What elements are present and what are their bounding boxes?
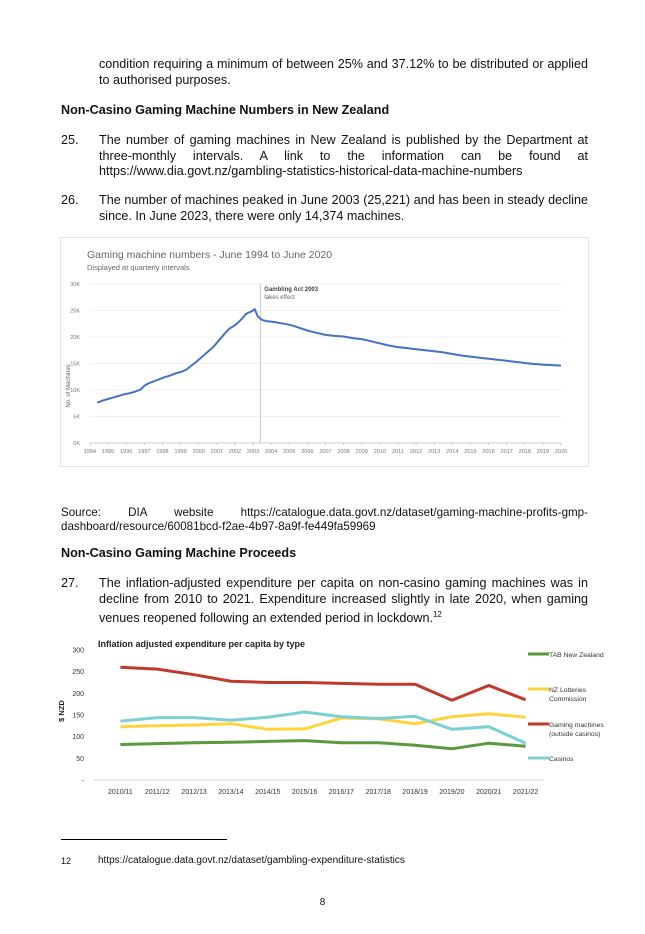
footnote-text: https://catalogue.data.govt.nz/dataset/g…: [98, 855, 405, 866]
annotation-title: Gambling Act 2003: [264, 287, 318, 293]
chart1-xtick: 2007: [319, 449, 331, 455]
chart1-ytick: 0K: [73, 441, 80, 447]
legend-label: NZ Lotteries Commission: [549, 687, 587, 703]
chart1-ytick: 5K: [73, 415, 80, 421]
series-line: [120, 712, 526, 731]
intro-paragraph: condition requiring a minimum of between…: [99, 57, 588, 87]
chart1-xtick: 2011: [392, 449, 404, 455]
expenditure-chart: Inflation adjusted expenditure per capit…: [52, 633, 619, 805]
chart2-ytick: 250: [72, 669, 84, 676]
chart1-xtick: 2019: [537, 449, 549, 455]
chart1-ytick: 30K: [70, 282, 80, 288]
chart2-xtick: 2017/18: [366, 789, 391, 796]
chart2-ytick: 200: [72, 691, 84, 698]
chart1-xtick: 1997: [138, 449, 150, 455]
chart1-xtick: 2010: [374, 449, 386, 455]
chart1-ytick: 25K: [70, 309, 80, 315]
chart2-ytick: 50: [76, 756, 84, 763]
chart2-ytick: -: [82, 778, 85, 785]
footnote-rule: [61, 839, 227, 840]
chart1-xtick: 1999: [174, 449, 186, 455]
para-27-text: The inflation-adjusted expenditure per c…: [99, 576, 588, 627]
chart2-xtick: 2019/20: [439, 789, 464, 796]
chart2-xtick: 2018/19: [402, 789, 427, 796]
chart1-xtick: 2013: [428, 449, 440, 455]
chart2-xtick: 2013/14: [218, 789, 243, 796]
chart1-xtick: 2014: [446, 449, 458, 455]
para-25-text: The number of gaming machines in New Zea…: [99, 133, 588, 178]
chart1-xtick: 2015: [464, 449, 476, 455]
legend-label: Gaming machines (outside casinos): [549, 722, 604, 738]
series-line: [120, 665, 527, 702]
chart2-ytick: 150: [72, 713, 84, 720]
expenditure-svg: Inflation adjusted expenditure per capit…: [57, 639, 604, 796]
footnote-number: 12: [61, 856, 72, 866]
machine-numbers-chart: Gaming machine numbers - June 1994 to Ju…: [60, 237, 589, 467]
para-27-number: 27.: [61, 576, 79, 590]
chart2-xtick: 2015/16: [292, 789, 317, 796]
source-citation: Source: DIA website https://catalogue.da…: [61, 506, 588, 533]
chart1-xtick: 2009: [356, 449, 368, 455]
chart1-title: Gaming machine numbers - June 1994 to Ju…: [87, 249, 332, 261]
chart1-xtick: 2018: [519, 449, 531, 455]
chart1-ylabel: No. of Machines: [66, 364, 72, 407]
chart1-xtick: 1994: [84, 449, 96, 455]
chart1-xtick: 1998: [156, 449, 168, 455]
chart2-title: Inflation adjusted expenditure per capit…: [98, 639, 305, 649]
series-line: [120, 710, 527, 745]
chart1-xtick: 1995: [102, 449, 114, 455]
chart1-xtick: 2012: [410, 449, 422, 455]
chart2-ytick: 100: [72, 734, 84, 741]
machine-count-line: [96, 307, 562, 404]
annotation-subtitle: takes effect: [264, 295, 295, 301]
heading-machine-numbers: Non-Casino Gaming Machine Numbers in New…: [61, 103, 390, 117]
legend-label: TAB New Zealand: [549, 652, 604, 659]
para-26-text: The number of machines peaked in June 20…: [99, 193, 588, 223]
chart2-xtick: 2014/15: [255, 789, 280, 796]
series-line: [120, 739, 526, 751]
para-26-number: 26.: [61, 193, 79, 207]
footnote-ref: 12: [432, 610, 442, 619]
legend-label: Casinos: [549, 756, 574, 763]
chart1-ytick: 10K: [70, 388, 80, 394]
chart2-xtick: 2016/17: [329, 789, 354, 796]
chart1-xtick: 1996: [120, 449, 132, 455]
chart2-xtick: 2020/21: [476, 789, 501, 796]
chart2-xtick: 2021/22: [513, 789, 538, 796]
machine-numbers-svg: Gaming machine numbers - June 1994 to Ju…: [66, 249, 567, 455]
chart2-ytick: 300: [72, 648, 84, 655]
chart1-xtick: 2001: [211, 449, 223, 455]
chart1-xtick: 2020: [555, 449, 567, 455]
chart1-xtick: 2017: [501, 449, 513, 455]
heading-proceeds: Non-Casino Gaming Machine Proceeds: [61, 546, 297, 560]
para-25-number: 25.: [61, 133, 79, 147]
para-27-body: The inflation-adjusted expenditure per c…: [99, 576, 588, 626]
chart2-xtick: 2012/13: [181, 789, 206, 796]
chart1-xtick: 2006: [301, 449, 313, 455]
chart1-ytick: 15K: [70, 362, 80, 368]
chart1-xtick: 2005: [283, 449, 295, 455]
chart1-xtick: 2008: [337, 449, 349, 455]
chart2-xtick: 2011/12: [145, 789, 170, 796]
chart1-xtick: 2002: [229, 449, 241, 455]
chart1-ytick: 20K: [70, 335, 80, 341]
chart1-subtitle: Displayed at quarterly intervals: [87, 263, 190, 272]
chart1-xtick: 2004: [265, 449, 277, 455]
chart2-ylabel: $ NZD: [57, 700, 66, 722]
chart1-xtick: 2016: [482, 449, 494, 455]
chart1-xtick: 2000: [193, 449, 205, 455]
page-number: 8: [319, 897, 326, 908]
chart2-xtick: 2010/11: [108, 789, 133, 796]
chart1-xtick: 2003: [247, 449, 259, 455]
